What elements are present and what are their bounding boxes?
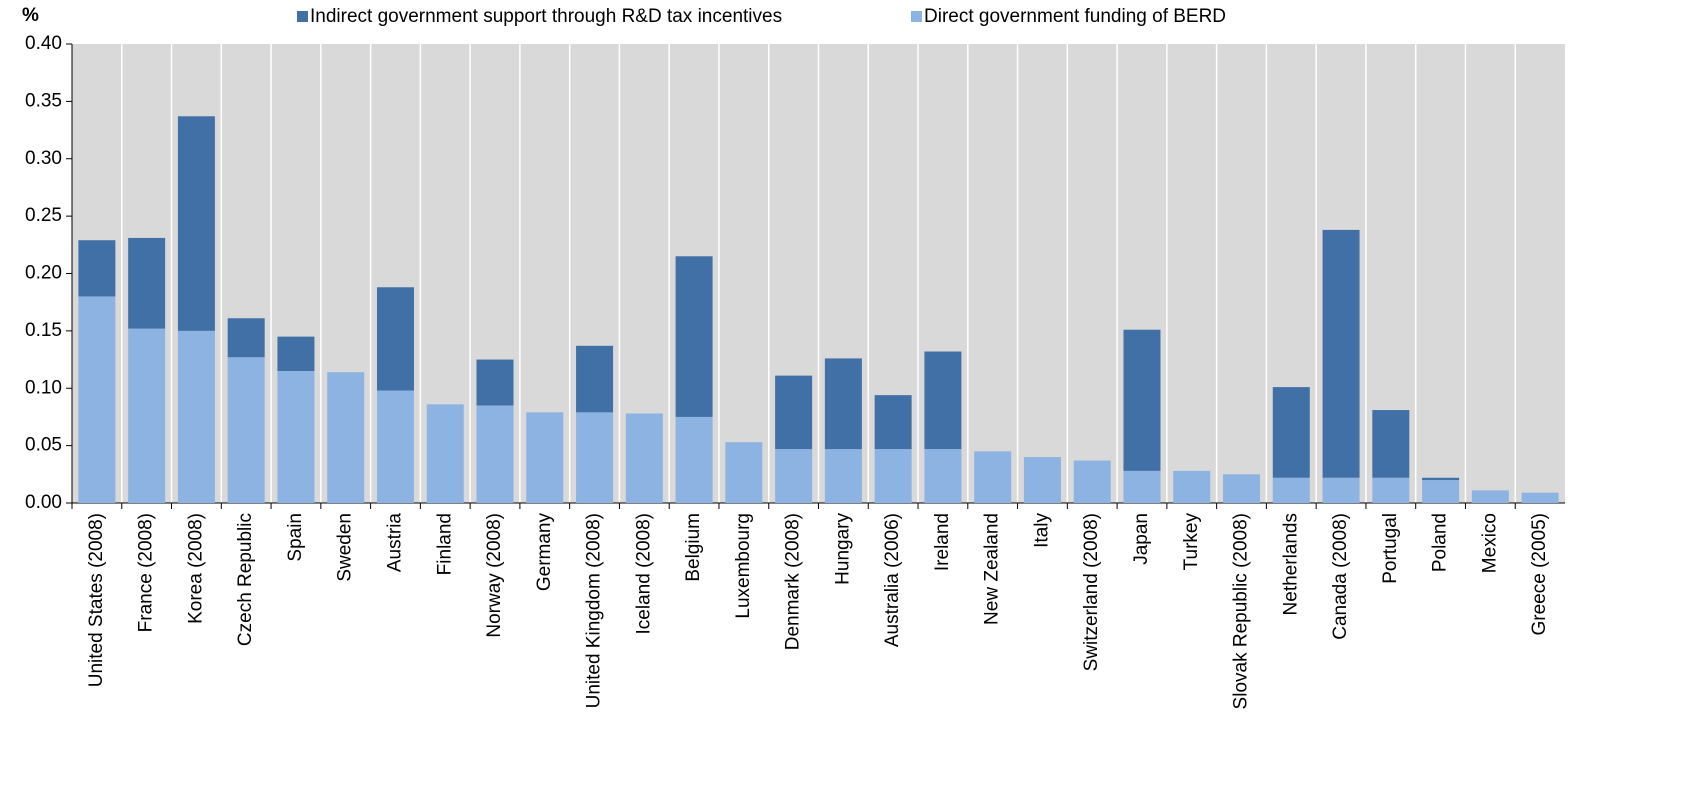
x-tick-label: Austria [384,513,405,573]
x-tick-label: Turkey [1181,513,1202,571]
bar-segment [1422,477,1460,481]
bar-segment [824,358,862,450]
x-tick-label: Norway (2008) [484,513,505,638]
bar-segment [924,449,962,503]
bar-segment [78,296,116,503]
bar-segment [327,372,365,503]
bar-segment [824,449,862,503]
bar-segment [1272,387,1310,478]
x-tick-label: Poland [1430,513,1451,572]
bar-segment [78,240,116,297]
bar-segment [1123,329,1161,471]
bar-segment [177,330,215,503]
y-tick-label: 0.30 [25,148,62,169]
bar-segment [128,237,166,329]
bar-segment [1372,410,1410,478]
legend-label: Direct government funding of BERD [924,6,1226,27]
bar-segment [924,351,962,450]
x-tick-label: New Zealand [982,513,1003,625]
bar-segment [1272,477,1310,503]
bar-segment [874,449,912,503]
x-tick-label: Portugal [1380,513,1401,584]
x-tick-label: Sweden [335,513,356,582]
x-tick-label: Denmark (2008) [783,513,804,650]
y-axis-label: % [22,5,39,26]
x-tick-label: Ireland [932,513,953,571]
x-tick-label: Netherlands [1280,513,1301,615]
bar-segment [1422,480,1460,503]
x-tick-label: France (2008) [136,513,157,632]
bar-segment [128,328,166,503]
x-tick-label: Switzerland (2008) [1081,513,1102,671]
x-tick-label: Finland [434,513,455,575]
bar-segment [526,412,564,503]
bar-segment [725,442,763,503]
bar-segment [675,256,713,417]
bar-segment [1372,477,1410,503]
bar-segment [227,318,265,358]
x-tick-label: Korea (2008) [185,513,206,624]
bar-segment [277,336,315,372]
bar-segment [426,404,464,503]
x-tick-label: United States (2008) [86,513,107,687]
y-tick-label: 0.10 [25,377,62,398]
bar-segment [775,375,813,450]
x-tick-label: Slovak Republic (2008) [1231,513,1252,709]
y-tick-label: 0.20 [25,263,62,284]
y-tick-label: 0.40 [25,33,62,54]
bar-segment [1023,457,1061,503]
x-tick-label: Greece (2005) [1529,513,1550,636]
bar-segment [376,287,414,391]
x-tick-label: Italy [1031,513,1052,548]
x-tick-label: Australia (2006) [882,513,903,647]
legend-label: Indirect government support through R&D … [310,6,782,27]
bar-segment [775,449,813,503]
y-tick-label: 0.15 [25,320,62,341]
x-tick-label: Canada (2008) [1330,513,1351,640]
bar-segment [576,345,614,413]
bar-segment [1123,470,1161,503]
bar-segment [1322,229,1360,478]
bar-segment [576,412,614,503]
bar-segment [476,405,514,503]
bar-segment [1471,490,1509,503]
x-tick-label: United Kingdom (2008) [584,513,605,708]
x-tick-label: Belgium [683,513,704,582]
bar-segment [227,357,265,503]
x-tick-label: Luxembourg [733,513,754,619]
bar-segment [1223,474,1261,503]
bar-segment [874,395,912,450]
x-tick-label: Czech Republic [235,513,256,646]
bar-segment [625,413,663,503]
bar-segment [177,116,215,331]
y-tick-label: 0.25 [25,205,62,226]
x-tick-label: Hungary [832,513,853,585]
bar-segment [675,416,713,503]
bar-segment [1322,477,1360,503]
x-tick-label: Japan [1131,513,1152,565]
y-tick-label: 0.00 [25,492,62,513]
bar-segment [1073,460,1111,503]
x-tick-label: Spain [285,513,306,562]
bar-segment [277,371,315,503]
y-tick-label: 0.05 [25,435,62,456]
bar-segment [476,359,514,406]
bar-segment [1173,470,1211,503]
legend-swatch [297,11,308,22]
bar-segment [974,451,1012,503]
bar-segment [376,390,414,503]
legend-swatch [911,11,922,22]
x-tick-label: Germany [534,513,555,592]
bar-segment [1521,492,1559,503]
x-tick-label: Iceland (2008) [633,513,654,634]
y-tick-label: 0.35 [25,90,62,111]
x-tick-label: Mexico [1479,513,1500,573]
